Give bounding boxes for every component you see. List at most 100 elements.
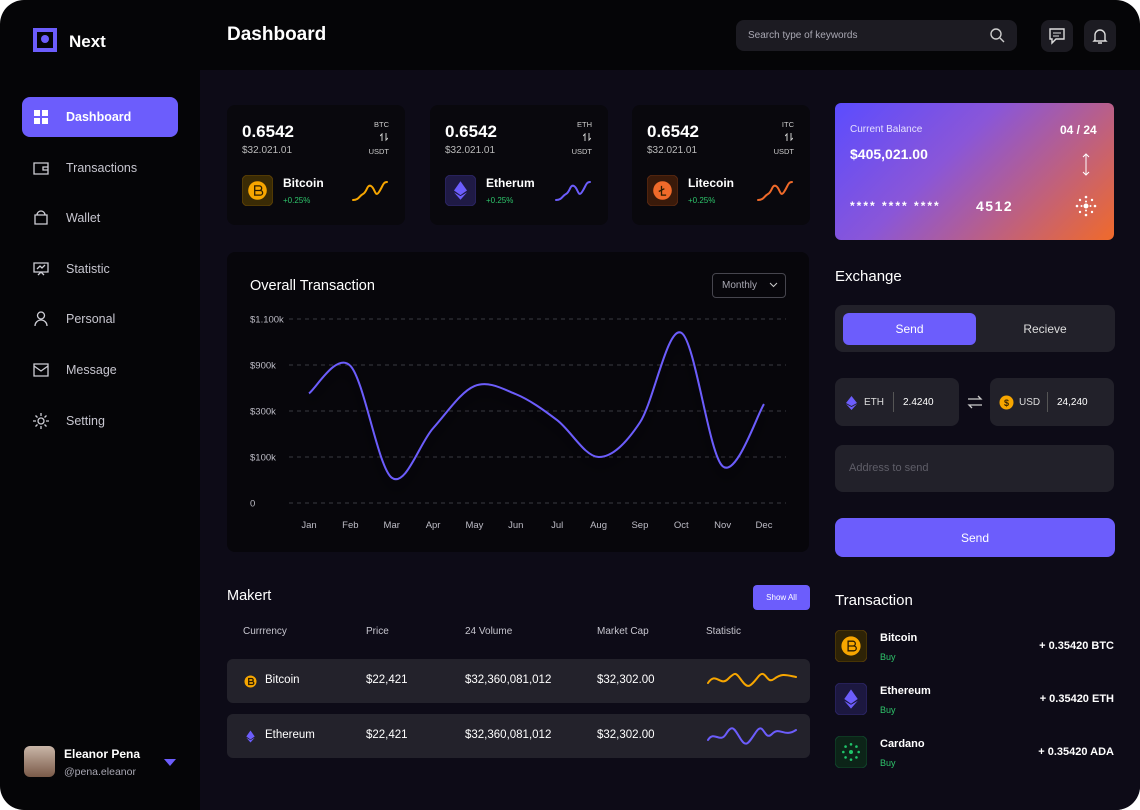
period-dropdown[interactable]: [712, 273, 786, 298]
exchange-title: Exchange: [835, 268, 902, 285]
show-all-button[interactable]: Show All: [753, 585, 810, 610]
column-header: Currrency: [243, 626, 287, 637]
coin-amount: 0.6542: [242, 122, 294, 141]
receive-tab[interactable]: Recieve: [1023, 322, 1067, 336]
market-cell: $32,302.00: [597, 729, 655, 741]
column-header: 24 Volume: [465, 626, 513, 637]
coin-amount: 0.6542: [647, 122, 699, 141]
nav-icon-glyph: [33, 161, 49, 175]
pair-bottom: USDT: [368, 147, 389, 156]
coin-amount: 0.6542: [445, 122, 497, 141]
balance-amount: $405,021.00: [850, 146, 928, 162]
icon-glyph: [855, 756, 858, 759]
row-sparkline: [707, 727, 797, 745]
to-currency: USD: [1019, 397, 1041, 408]
nav-active-pill[interactable]: [22, 97, 178, 137]
card-arrow-icon: [1082, 153, 1090, 176]
coin-sparkline: [757, 181, 793, 201]
row-coin-icon: [244, 675, 257, 688]
transaction-title: Transaction: [835, 592, 913, 609]
nav-icon: [34, 210, 48, 225]
coin-change: +0.25%: [283, 196, 311, 205]
column-header: Market Cap: [597, 626, 649, 637]
market-cell: $22,421: [366, 729, 408, 741]
user-handle: @pena.eleanor: [64, 766, 136, 778]
coin-change: +0.25%: [688, 196, 716, 205]
pair-top: ITC: [781, 120, 794, 129]
market-cell: Bitcoin: [265, 674, 300, 686]
pair-swap-icon: [380, 133, 388, 142]
search-placeholder: Search type of keywords: [748, 30, 858, 41]
nav-item[interactable]: Personal: [66, 312, 116, 327]
y-tick-label: $300k: [250, 407, 276, 418]
from-amount: 2.4240: [903, 397, 934, 408]
bell-icon: [1092, 29, 1108, 44]
pair-swap-icon: [583, 133, 591, 142]
coin-fiat: $32.021.01: [445, 145, 496, 156]
nav-item[interactable]: Wallet: [66, 211, 101, 226]
coin-icon: [445, 175, 476, 206]
swap-glyph: [785, 133, 793, 142]
card-last4: 4512: [976, 198, 1014, 214]
data-line: [308, 331, 765, 481]
tx-amount: + 0.35420 ETH: [1039, 693, 1114, 705]
page-title: Dashboard: [227, 24, 327, 45]
market-cell: $22,421: [366, 674, 408, 686]
nav-icon: [33, 412, 49, 429]
send-tab[interactable]: Send: [843, 313, 976, 345]
swap-icon[interactable]: [967, 395, 983, 409]
svg-text:$: $: [1004, 398, 1009, 408]
user-name: Eleanor Pena: [64, 747, 141, 761]
from-currency: ETH: [864, 397, 884, 408]
nav-icon: [33, 161, 49, 175]
coin-fiat: $32.021.01: [242, 145, 293, 156]
tx-coin-icon: [835, 630, 867, 662]
sparkline-path: [707, 672, 797, 687]
icon-glyph: [844, 745, 847, 748]
x-tick-label: Nov: [714, 520, 731, 531]
tx-name: Cardano: [880, 738, 925, 750]
tx-coin-icon: [835, 683, 867, 715]
nav-icon: [33, 262, 49, 276]
address-input[interactable]: [835, 445, 1114, 492]
icon-glyph: [842, 750, 845, 754]
coin-sparkline: [352, 181, 388, 201]
y-tick-label: $100k: [250, 453, 276, 464]
eth-icon: [846, 396, 857, 410]
nav-item[interactable]: Dashboard: [66, 110, 132, 124]
search-icon[interactable]: [990, 28, 1005, 43]
nav-item[interactable]: Transactions: [66, 160, 138, 175]
send-button[interactable]: Send: [835, 518, 1115, 557]
nav-item[interactable]: Message: [66, 363, 117, 377]
brand: Next: [69, 32, 106, 51]
market-row[interactable]: [227, 659, 810, 703]
x-tick-label: Jul: [551, 520, 563, 531]
user-menu-caret[interactable]: [164, 759, 176, 767]
nav-item[interactable]: Setting: [66, 413, 105, 428]
column-header: Price: [366, 626, 389, 637]
nav-icon: [33, 363, 49, 377]
coin-change: +0.25%: [486, 196, 514, 205]
y-tick-label: $1.100k: [250, 315, 284, 326]
notification-button[interactable]: [1084, 20, 1116, 52]
chart-title: Overall Transaction: [250, 278, 375, 294]
tx-coin-icon: [835, 736, 867, 768]
x-tick-label: May: [465, 520, 483, 531]
sparkline-path: [707, 727, 797, 745]
search-box[interactable]: [736, 20, 1017, 51]
card-logo: [1075, 195, 1097, 217]
nav-icon: [34, 311, 48, 327]
icon-glyph: [855, 745, 858, 748]
icon-glyph: [844, 756, 847, 759]
divider: [1047, 392, 1048, 412]
nav-icon-glyph: [34, 311, 48, 327]
sparkline-path: [555, 181, 591, 201]
x-tick-label: Jun: [508, 520, 523, 531]
to-amount: 24,240: [1057, 397, 1088, 408]
x-tick-label: Sep: [631, 520, 648, 531]
coin-name: Bitcoin: [283, 176, 324, 190]
column-header: Statistic: [706, 626, 742, 637]
icon-glyph: [246, 730, 255, 743]
usd-icon: $: [999, 395, 1014, 410]
nav-item[interactable]: Statistic: [66, 261, 110, 276]
